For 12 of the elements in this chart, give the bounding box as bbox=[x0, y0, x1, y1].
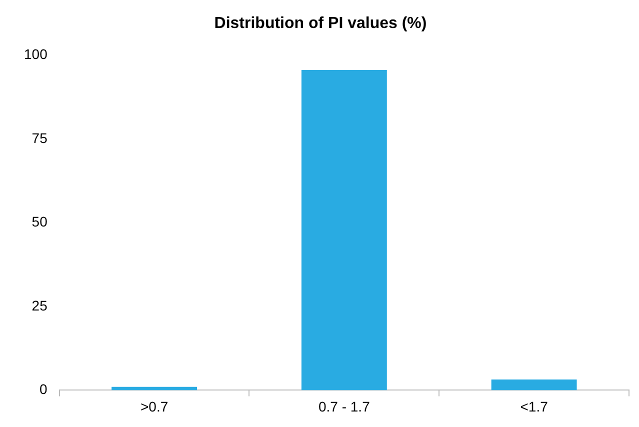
y-tick-label: 75 bbox=[32, 130, 48, 146]
x-tick-label: <1.7 bbox=[520, 398, 548, 414]
x-tick-label: 0.7 - 1.7 bbox=[318, 398, 370, 414]
bar bbox=[491, 379, 577, 390]
y-tick-label: 25 bbox=[32, 297, 48, 314]
bar bbox=[301, 70, 387, 390]
chart-title: Distribution of PI values (%) bbox=[214, 15, 427, 32]
y-tick-label: 0 bbox=[40, 381, 48, 398]
y-tick-label: 50 bbox=[32, 214, 48, 230]
x-tick-label: >0.7 bbox=[140, 398, 168, 414]
bar bbox=[112, 386, 198, 390]
y-tick-label: 100 bbox=[24, 46, 48, 62]
